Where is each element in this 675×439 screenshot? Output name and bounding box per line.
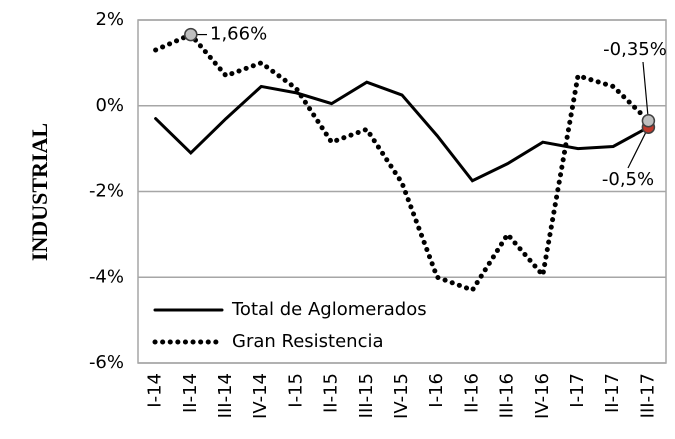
series-line [154, 80, 650, 183]
y-tick-label: -2% [89, 181, 124, 202]
point-marker [641, 114, 656, 128]
data-label: 1,66% [210, 24, 267, 45]
x-tick-label: I-16 [426, 373, 447, 408]
x-tick-label: IV-15 [391, 373, 412, 419]
x-tick-label: III-15 [356, 373, 377, 418]
x-tick-label: II-17 [602, 373, 623, 413]
y-tick-label: -4% [89, 266, 124, 287]
plot-frame [137, 19, 667, 364]
x-tick-label: I-17 [567, 373, 588, 408]
legend-label: Total de Aglomerados [231, 299, 427, 320]
data-label: -0,5% [602, 169, 654, 190]
y-axis-label: INDUSTRIAL [27, 123, 52, 261]
legend-label: Gran Resistencia [232, 331, 384, 352]
x-tick-label: III-17 [637, 373, 658, 418]
x-tick-label: IV-14 [250, 373, 271, 419]
x-tick-label: II-14 [180, 373, 201, 413]
series-line [153, 31, 651, 294]
x-tick-label: III-16 [497, 373, 518, 418]
leader-line [627, 126, 649, 169]
x-tick-label: I-14 [145, 373, 166, 408]
y-tick-label: 2% [95, 9, 124, 30]
data-label: -0,35% [603, 39, 667, 60]
y-tick-label: 0% [95, 95, 124, 116]
x-tick-label: II-15 [321, 373, 342, 413]
y-tick-label: -6% [89, 352, 124, 373]
x-tick-label: II-16 [461, 373, 482, 413]
x-tick-label: III-14 [215, 373, 236, 418]
point-marker [184, 27, 198, 42]
x-tick-label: I-15 [285, 373, 306, 408]
leader-line [642, 61, 649, 121]
x-tick-label: IV-16 [532, 373, 553, 419]
